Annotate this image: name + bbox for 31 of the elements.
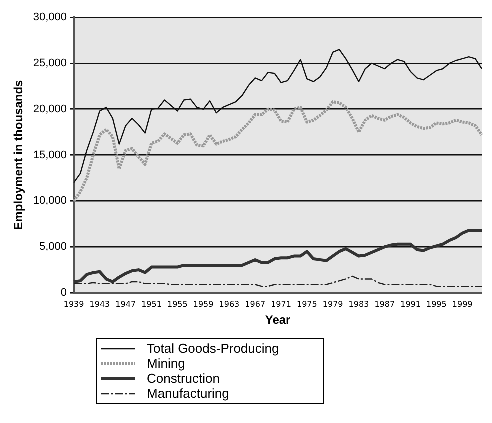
x-tick-label: 1979 (322, 300, 344, 309)
x-tick-label: 1987 (374, 300, 396, 309)
x-tick-label: 1971 (271, 300, 292, 309)
x-tick-label: 1951 (142, 300, 162, 309)
x-tick-label: 1975 (296, 300, 318, 309)
line-series (73, 276, 483, 288)
x-axis-title: Year (265, 313, 292, 328)
legend-label: Construction (147, 371, 220, 386)
x-tick-label: 1939 (64, 300, 84, 309)
x-tick-label: 1999 (452, 300, 473, 309)
x-tick-label: 1943 (90, 300, 110, 309)
y-tick-label: 20,000 (33, 103, 68, 116)
legend-label: Mining (147, 356, 186, 371)
legend-label: Total Goods-Producing (147, 341, 280, 356)
y-tick-label: 0 (60, 287, 68, 300)
y-tick-label: 5,000 (40, 241, 68, 254)
x-tick-label: 1991 (400, 300, 421, 309)
x-tick-label: 1967 (245, 300, 266, 309)
line-series (72, 100, 484, 203)
y-tick-label: 15,000 (33, 149, 68, 162)
y-tick-label: 25,000 (33, 58, 68, 70)
y-tick-label: 10,000 (33, 195, 68, 208)
x-tick-label: 1995 (426, 300, 447, 309)
legend-label: Manufacturing (147, 386, 230, 401)
x-tick-label: 1947 (116, 300, 136, 309)
y-axis-title: Employment in thousands (12, 80, 26, 230)
x-tick-label: 1955 (167, 300, 188, 309)
x-tick-label: 1959 (193, 300, 214, 309)
y-tick-label: 30,000 (33, 12, 68, 24)
x-tick-label: 1983 (348, 300, 370, 309)
x-tick-label: 1963 (219, 300, 240, 309)
